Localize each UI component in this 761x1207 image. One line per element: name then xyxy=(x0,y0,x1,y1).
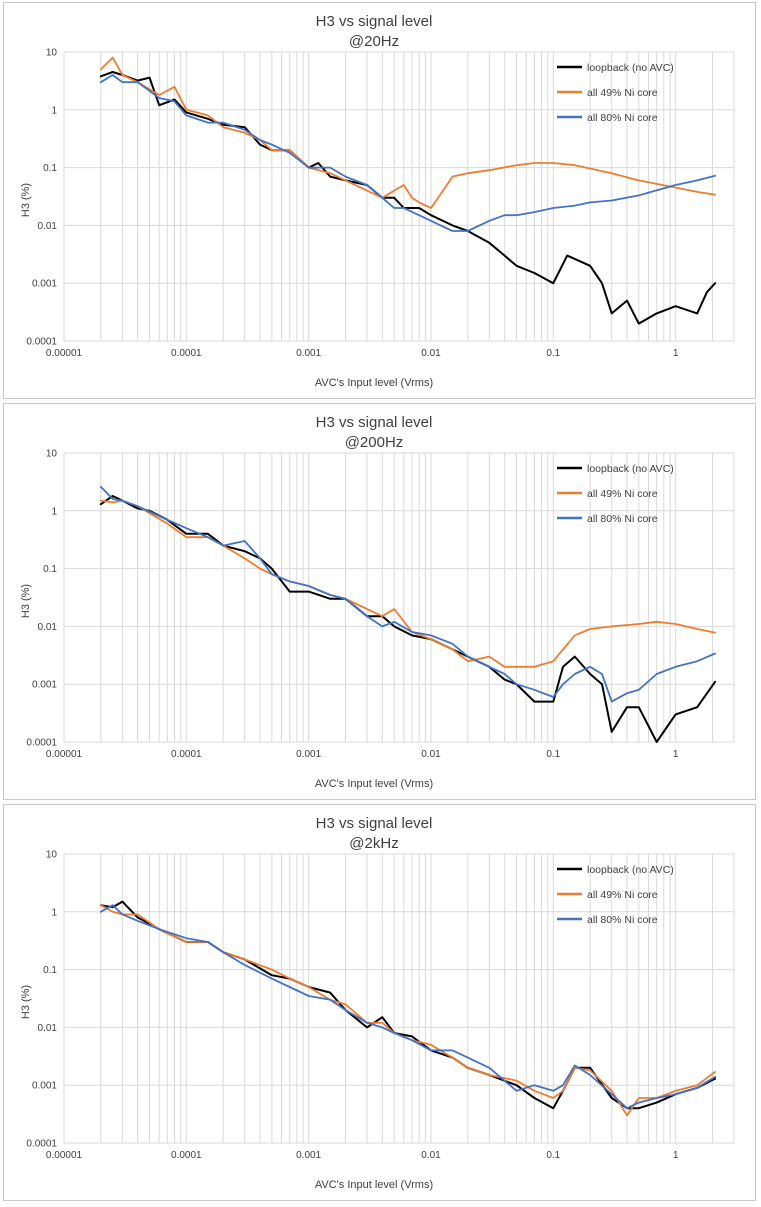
series-line-loopback xyxy=(99,900,717,1110)
x-tick-label: 1 xyxy=(673,348,679,359)
x-tick-label: 0.1 xyxy=(546,1150,560,1161)
series-line-49-ni xyxy=(99,904,716,1117)
x-tick-label: 0.001 xyxy=(296,1150,321,1161)
y-axis-label: H3 (%) xyxy=(20,985,32,1019)
x-tick-label: 0.0001 xyxy=(171,348,202,359)
y-tick-label: 0.0001 xyxy=(26,1139,57,1150)
x-tick-label: 0.00001 xyxy=(46,1150,83,1161)
y-tick-label: 0.1 xyxy=(43,163,57,174)
chart-subtitle: @2kHz xyxy=(349,835,398,852)
legend-label: all 49% Ni core xyxy=(587,488,658,500)
x-axis-label: AVC's Input level (Vrms) xyxy=(315,1179,433,1191)
legend-label: loopback (no AVC) xyxy=(587,864,674,876)
y-axis-label: H3 (%) xyxy=(20,584,32,618)
x-tick-label: 1 xyxy=(673,749,679,760)
y-tick-label: 0.01 xyxy=(38,622,58,633)
y-tick-label: 1 xyxy=(51,907,57,918)
x-axis-label: AVC's Input level (Vrms) xyxy=(315,778,433,790)
x-tick-label: 0.01 xyxy=(421,1150,441,1161)
legend-label: all 80% Ni core xyxy=(587,112,658,124)
grid: 0.00001 0.0001 0.001 0.01 0.1 10.00010.0010.0… xyxy=(26,48,735,359)
y-tick-label: 0.001 xyxy=(32,680,57,691)
legend-label: loopback (no AVC) xyxy=(587,62,674,74)
h3-chart-20hz: H3 vs signal level @20Hz AVC's Input lev… xyxy=(20,13,735,389)
x-axis-label: AVC's Input level (Vrms) xyxy=(315,377,433,389)
y-tick-label: 0.01 xyxy=(38,1023,58,1034)
legend-label: all 80% Ni core xyxy=(587,513,658,525)
x-tick-label: 0.1 xyxy=(546,348,560,359)
legend-label: all 80% Ni core xyxy=(587,914,658,926)
series-line-80-ni xyxy=(99,904,716,1110)
x-tick-label: 0.0001 xyxy=(171,1150,202,1161)
y-tick-label: 0.1 xyxy=(43,965,57,976)
y-axis-label: H3 (%) xyxy=(20,183,32,217)
x-tick-label: 0.1 xyxy=(546,749,560,760)
y-tick-label: 1 xyxy=(51,105,57,116)
legend: loopback (no AVC) all 49% Ni core all 80% … xyxy=(557,62,674,124)
y-tick-label: 1 xyxy=(51,506,57,517)
y-tick-label: 0.01 xyxy=(38,221,58,232)
series-line-loopback xyxy=(99,495,717,743)
chart-title: H3 vs signal level xyxy=(316,815,433,832)
chart-panel-2khz: H3 vs signal level @2kHz AVC's Input lev… xyxy=(3,804,756,1201)
grid: 0.00001 0.0001 0.001 0.01 0.1 10.00010.0010.0… xyxy=(26,850,735,1161)
chart-panel-20hz: H3 vs signal level @20Hz AVC's Input lev… xyxy=(3,2,756,399)
series-line-80-ni xyxy=(99,74,716,232)
legend-label: all 49% Ni core xyxy=(587,87,658,99)
h3-chart-200hz: H3 vs signal level @200Hz AVC's Input le… xyxy=(20,414,735,790)
series-lines xyxy=(99,900,717,1117)
series-line-49-ni xyxy=(99,56,716,209)
series-line-80-ni xyxy=(99,485,716,703)
chart-panel-200hz: H3 vs signal level @200Hz AVC's Input le… xyxy=(3,403,756,800)
grid: 0.00001 0.0001 0.001 0.01 0.1 10.00010.0010.0… xyxy=(26,449,735,760)
y-tick-label: 0.1 xyxy=(43,564,57,575)
x-tick-label: 0.00001 xyxy=(46,348,83,359)
series-line-49-ni xyxy=(99,499,716,668)
chart-subtitle: @200Hz xyxy=(345,434,404,451)
x-tick-label: 1 xyxy=(673,1150,679,1161)
chart-subtitle: @20Hz xyxy=(349,33,399,50)
chart-title: H3 vs signal level xyxy=(316,13,433,30)
y-tick-label: 0.001 xyxy=(32,1081,57,1092)
x-tick-label: 0.01 xyxy=(421,749,441,760)
y-tick-label: 10 xyxy=(46,449,58,460)
x-tick-label: 0.00001 xyxy=(46,749,83,760)
legend-label: all 49% Ni core xyxy=(587,889,658,901)
h3-chart-2khz: H3 vs signal level @2kHz AVC's Input lev… xyxy=(20,815,735,1191)
series-lines xyxy=(99,485,717,743)
x-tick-label: 0.001 xyxy=(296,749,321,760)
y-tick-label: 10 xyxy=(46,48,58,59)
legend-label: loopback (no AVC) xyxy=(587,463,674,475)
legend: loopback (no AVC) all 49% Ni core all 80% … xyxy=(557,463,674,525)
series-line-loopback xyxy=(99,71,717,325)
legend: loopback (no AVC) all 49% Ni core all 80% … xyxy=(557,864,674,926)
series-lines xyxy=(99,56,717,325)
x-tick-label: 0.01 xyxy=(421,348,441,359)
x-tick-label: 0.001 xyxy=(296,348,321,359)
y-tick-label: 0.0001 xyxy=(26,337,57,348)
y-tick-label: 0.001 xyxy=(32,279,57,290)
chart-title: H3 vs signal level xyxy=(316,414,433,431)
x-tick-label: 0.0001 xyxy=(171,749,202,760)
y-tick-label: 10 xyxy=(46,850,58,861)
y-tick-label: 0.0001 xyxy=(26,738,57,749)
